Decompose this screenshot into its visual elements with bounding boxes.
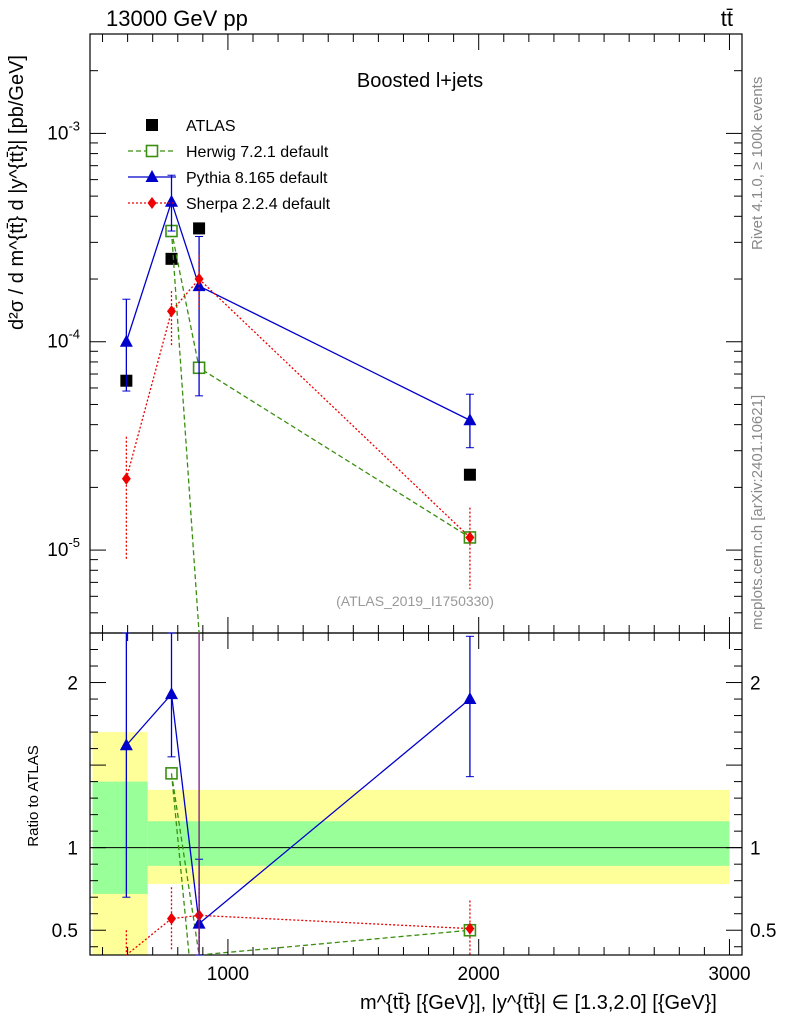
ratio-inner-band-0	[92, 781, 148, 894]
tick-layer: 10-5 10-4 10-3 0.5 0.5 1 1 2 2 1000 2000 3000	[47, 33, 776, 985]
ratio-y-axis-label: Ratio to ATLAS	[25, 745, 42, 846]
legend-label-pythia: Pythia 8.165 default	[186, 170, 328, 187]
process-label: tt̄	[721, 6, 733, 31]
data-layer	[119, 174, 477, 634]
pythia-point	[119, 334, 133, 347]
pythia-point	[165, 194, 178, 207]
ratio-plot-frame	[89, 632, 743, 956]
y-tick-label: 10-4	[47, 327, 80, 353]
x-tick-label: 2000	[458, 964, 500, 985]
pythia-ratio-point	[165, 687, 178, 700]
sherpa-point	[167, 305, 176, 318]
legend-marker-pythia	[145, 170, 159, 182]
ratio-data-layer	[119, 632, 477, 956]
ratio-tick-label-right: 1	[750, 839, 761, 860]
atlas-point	[165, 252, 178, 265]
atlas-point	[463, 468, 476, 481]
sherpa-ratio-point	[465, 922, 475, 935]
analysis-tag: (ATLAS_2019_I1750330)	[336, 593, 494, 609]
energy-label: 13000 GeV pp	[106, 6, 248, 31]
ratio-tick-label-left: 1	[67, 839, 78, 860]
pythia-ratio-point	[463, 692, 477, 705]
chart-title: Boosted l+jets	[357, 70, 483, 92]
x-tick-label: 3000	[708, 964, 750, 985]
herwig-drop-line	[170, 230, 200, 634]
y-tick-label: 10-5	[47, 535, 80, 561]
sherpa-ratio-point	[167, 912, 176, 925]
legend-label-atlas: ATLAS	[186, 118, 236, 135]
sherpa-point	[121, 472, 131, 485]
pythia-ratio-point	[119, 738, 133, 751]
pythia-point	[463, 413, 477, 426]
ratio-tick-label-left: 2	[67, 674, 78, 695]
y-tick-label: 10-3	[47, 118, 80, 144]
x-axis-label: m^{tt̄} [{GeV}], |y^{tt̄}| ∈ [1.3,2.0] […	[360, 992, 717, 1014]
legend-marker-herwig	[145, 144, 159, 158]
sherpa-ratio-line	[125, 914, 470, 956]
sherpa-point	[194, 273, 204, 286]
x-tick-label: 1000	[207, 964, 249, 985]
ratio-tick-label-right: 0.5	[750, 921, 776, 942]
sherpa-point	[465, 531, 475, 544]
mcplots-label: mcplots.cern.ch [arXiv:2401.10621]	[749, 395, 766, 630]
legend-label-herwig: Herwig 7.2.1 default	[186, 144, 329, 161]
atlas-point	[193, 222, 206, 235]
legend-marker-atlas	[146, 119, 158, 131]
pythia-line	[125, 199, 471, 421]
legend-marker-sherpa	[147, 197, 157, 209]
legend-label-sherpa: Sherpa 2.2.4 default	[186, 196, 331, 213]
ratio-inner-band-1	[147, 821, 730, 866]
rivet-label: Rivet 4.1.0, ≥ 100k events	[749, 77, 766, 250]
ratio-tick-label-left: 0.5	[52, 921, 78, 942]
ratio-tick-label-right: 2	[750, 674, 761, 695]
herwig-ratio-drop-line	[170, 773, 190, 956]
y-axis-label: d²σ / d m^{tt̄} d |y^{tt̄}| [pb/GeV]	[6, 55, 28, 330]
y-axis-label-box: d²σ / d m^{tt̄} d |y^{tt̄}| [pb/GeV]	[6, 52, 40, 330]
legend: ATLAS Herwig 7.2.1 default Pythia 8.165 de…	[128, 118, 331, 213]
pythia-ratio-line	[125, 692, 471, 925]
ratio-band-layer	[92, 732, 730, 955]
